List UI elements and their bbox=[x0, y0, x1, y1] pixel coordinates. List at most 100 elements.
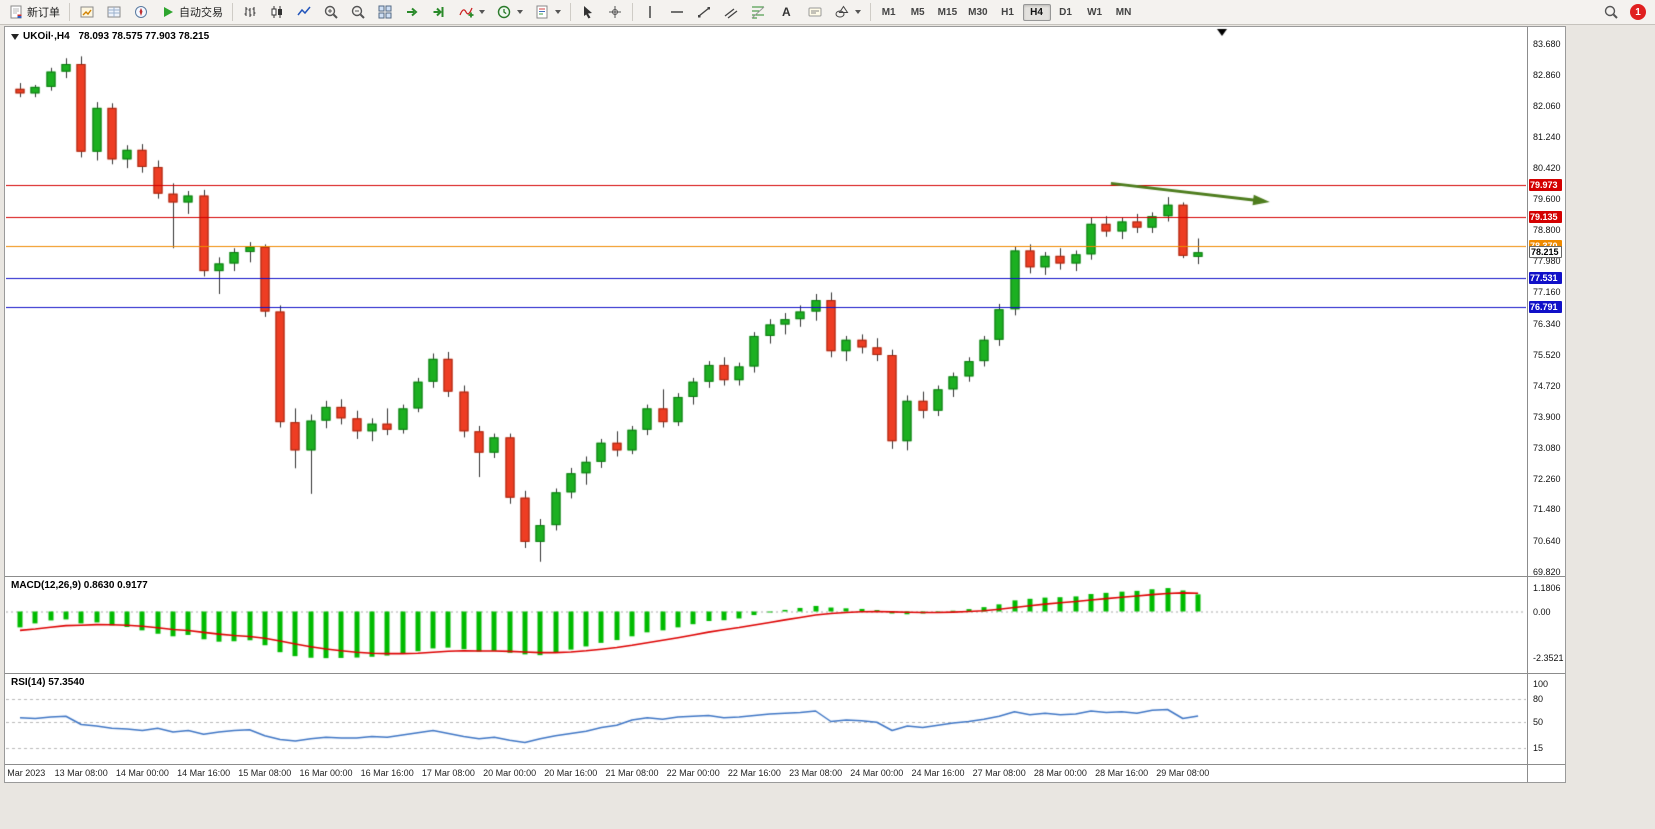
zoom-in-icon bbox=[324, 5, 338, 19]
dropdown-caret bbox=[854, 10, 861, 14]
candlestick-chart-button[interactable] bbox=[264, 1, 290, 24]
cursor-button[interactable] bbox=[575, 1, 601, 24]
axis-tick-label: 77.160 bbox=[1533, 287, 1561, 298]
zoom-in-button[interactable] bbox=[318, 1, 344, 24]
time-axis-label: 24 Mar 16:00 bbox=[911, 768, 965, 778]
chart-shift-button[interactable] bbox=[426, 1, 452, 24]
axis-tick-label: 69.820 bbox=[1533, 567, 1561, 578]
indicators-icon bbox=[459, 7, 474, 18]
time-axis-label: 16 Mar 16:00 bbox=[360, 768, 414, 778]
search-icon bbox=[1604, 5, 1618, 19]
zoom-out-button[interactable] bbox=[345, 1, 371, 24]
price-scale[interactable]: 83.680 82.860 82.060 81.240 80.420 79.600 78.8… bbox=[1528, 27, 1565, 782]
axis-tick-label: 77.980 bbox=[1533, 256, 1561, 267]
trendline-button[interactable] bbox=[691, 1, 717, 24]
shapes-icon bbox=[835, 5, 849, 18]
axis-tick-label: 100 bbox=[1533, 679, 1549, 689]
hline-price-tag: 76.791 bbox=[1529, 300, 1562, 313]
rsi-panel-canvas[interactable] bbox=[6, 674, 1526, 764]
axis-tick-label: 73.080 bbox=[1533, 443, 1561, 454]
fibonacci-button[interactable] bbox=[745, 1, 771, 24]
cursor-icon bbox=[584, 6, 592, 19]
time-axis-label: 20 Mar 00:00 bbox=[483, 768, 537, 778]
panel-splitter[interactable] bbox=[5, 576, 1565, 577]
shapes-button[interactable] bbox=[829, 1, 866, 24]
time-axis-label: 22 Mar 00:00 bbox=[666, 768, 720, 778]
timeframe-group: M1 M5 M15 M30 H1 H4 D1 W1 MN bbox=[875, 3, 1138, 21]
axis-tick-label: 72.260 bbox=[1533, 474, 1561, 485]
new-order-icon bbox=[10, 5, 22, 19]
time-axis-label: 17 Mar 08:00 bbox=[421, 768, 475, 778]
timeframe-button-w1[interactable]: W1 bbox=[1087, 6, 1103, 18]
axis-tick-label: 79.600 bbox=[1533, 194, 1561, 205]
text-label-button[interactable] bbox=[802, 1, 828, 24]
auto-trading-button[interactable]: 自动交易 bbox=[155, 1, 228, 24]
axis-tick-label: 50 bbox=[1533, 716, 1544, 727]
tile-windows-button[interactable] bbox=[372, 1, 398, 24]
axis-tick-label: 71.480 bbox=[1533, 504, 1561, 515]
time-axis-label: 14 Mar 16:00 bbox=[177, 768, 231, 778]
macd-indicator-label: MACD(12,26,9) 0.8630 0.9177 bbox=[11, 580, 148, 591]
navigator-button[interactable] bbox=[128, 1, 154, 24]
timeframe-button-m30[interactable]: M30 bbox=[968, 6, 988, 18]
hline-price-tag: 77.531 bbox=[1529, 272, 1562, 285]
timeframe-button-d1[interactable]: D1 bbox=[1059, 6, 1072, 18]
vertical-line-button[interactable] bbox=[637, 1, 663, 24]
timeframe-button-h1[interactable]: H1 bbox=[1001, 6, 1014, 18]
rsi-indicator-label: RSI(14) 57.3540 bbox=[11, 677, 85, 688]
axis-tick-label: 73.900 bbox=[1533, 411, 1561, 422]
current-price-tag: 78.215 bbox=[1529, 246, 1562, 259]
axis-tick-label: 83.680 bbox=[1533, 38, 1561, 49]
line-chart-button[interactable] bbox=[291, 1, 317, 24]
timeframe-button-h4[interactable]: H4 bbox=[1022, 3, 1051, 21]
panel-splitter[interactable] bbox=[5, 673, 1565, 674]
horizontal-line-button[interactable] bbox=[664, 1, 690, 24]
templates-button[interactable] bbox=[529, 1, 566, 24]
data-window-icon bbox=[107, 6, 121, 18]
channel-icon bbox=[724, 8, 738, 19]
axis-tick-label: 78.800 bbox=[1533, 224, 1561, 235]
time-axis[interactable]: 10 Mar 2023 13 Mar 08:00 14 Mar 00:00 14 Ma… bbox=[6, 765, 1526, 782]
bar-chart-button[interactable] bbox=[237, 1, 263, 24]
new-order-button[interactable]: 新订单 bbox=[3, 1, 65, 24]
time-axis-label: 20 Mar 16:00 bbox=[544, 768, 598, 778]
fibonacci-icon bbox=[751, 6, 765, 19]
macd-panel-canvas[interactable] bbox=[6, 577, 1526, 673]
periods-button[interactable] bbox=[491, 1, 528, 24]
panel-splitter[interactable] bbox=[5, 764, 1565, 765]
timeframe-button-m5[interactable]: M5 bbox=[910, 6, 925, 18]
axis-tick-label: 75.520 bbox=[1533, 350, 1561, 361]
crosshair-icon bbox=[609, 6, 621, 18]
data-window-button[interactable] bbox=[101, 1, 127, 24]
indicators-button[interactable] bbox=[453, 1, 490, 24]
time-axis-label: 14 Mar 00:00 bbox=[115, 768, 169, 778]
time-axis-label: 29 Mar 08:00 bbox=[1156, 768, 1210, 778]
search-button[interactable] bbox=[1598, 1, 1624, 24]
tile-windows-icon bbox=[378, 5, 392, 19]
price-chart-canvas[interactable] bbox=[6, 27, 1526, 577]
text-tool-button[interactable]: A bbox=[772, 1, 801, 24]
chart-window: UKOil·,H4 78.093 78.575 77.903 78.215 MA… bbox=[4, 26, 1566, 783]
chart-collapse-icon[interactable] bbox=[11, 34, 19, 40]
time-axis-label: 28 Mar 16:00 bbox=[1095, 768, 1149, 778]
market-watch-button[interactable] bbox=[74, 1, 100, 24]
toolbar-separator bbox=[869, 3, 871, 21]
axis-tick-label: 81.240 bbox=[1533, 131, 1561, 142]
auto-scroll-button[interactable] bbox=[399, 1, 425, 24]
channel-button[interactable] bbox=[718, 1, 744, 24]
line-chart-icon bbox=[297, 6, 311, 16]
toolbar-right-group: 1 bbox=[1598, 1, 1652, 24]
vertical-line-icon bbox=[649, 6, 651, 18]
timeframe-button-mn[interactable]: MN bbox=[1115, 6, 1132, 18]
axis-tick-label: 70.640 bbox=[1533, 536, 1561, 547]
trendline-icon bbox=[698, 7, 710, 18]
market-watch-icon bbox=[80, 6, 94, 18]
timeframe-button-m1[interactable]: M1 bbox=[881, 6, 896, 18]
dropdown-caret bbox=[555, 10, 561, 14]
timeframe-button-m15[interactable]: M15 bbox=[937, 6, 958, 18]
axis-tick-label: 74.720 bbox=[1533, 380, 1561, 391]
crosshair-button[interactable] bbox=[602, 1, 628, 24]
notification-badge[interactable]: 1 bbox=[1630, 4, 1646, 20]
main-toolbar: 新订单 自动交易 bbox=[0, 0, 1655, 25]
